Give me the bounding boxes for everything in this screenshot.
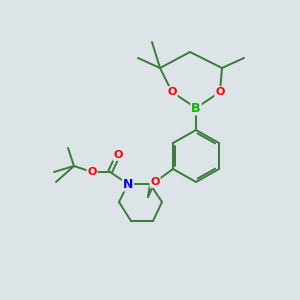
Text: O: O bbox=[87, 167, 97, 177]
Text: O: O bbox=[167, 87, 177, 97]
Text: O: O bbox=[215, 87, 225, 97]
Text: B: B bbox=[191, 101, 201, 115]
Text: O: O bbox=[150, 177, 160, 187]
Text: O: O bbox=[113, 150, 123, 160]
Text: N: N bbox=[123, 178, 133, 190]
